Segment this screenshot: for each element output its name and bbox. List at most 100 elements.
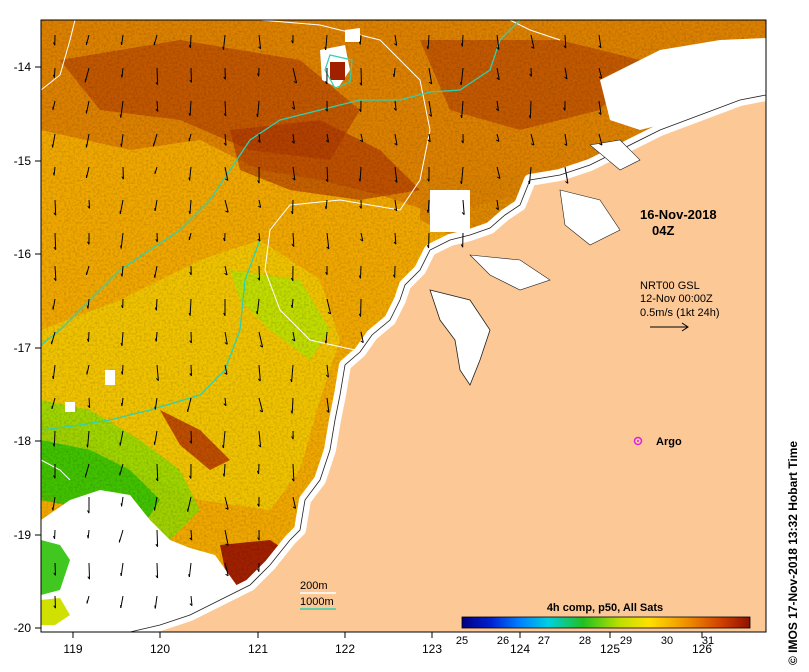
current-arrowhead <box>460 244 464 248</box>
date-label: 16-Nov-2018 <box>640 207 717 222</box>
current-arrowhead <box>426 244 430 249</box>
isobath-200m <box>259 20 431 351</box>
lon-tick-label: 122 <box>335 642 355 656</box>
current-arrow <box>54 265 57 281</box>
current-arrowhead <box>225 210 229 213</box>
current-arrowhead <box>189 340 192 344</box>
current-arrowhead <box>52 74 55 78</box>
lat-tick-label: -20 <box>14 621 32 635</box>
current-arrow <box>292 496 297 509</box>
current-arrowhead <box>358 41 361 45</box>
current-arrow <box>190 430 192 444</box>
current-arrow <box>326 133 329 143</box>
current-arrow <box>121 265 124 277</box>
current-arrow <box>156 364 159 381</box>
current-scale-label: 0.5m/s (1kt 24h) <box>640 307 719 319</box>
current-arrow <box>393 67 396 77</box>
current-arrow <box>54 199 57 216</box>
current-arrow <box>461 34 464 47</box>
argo-float-marker[interactable] <box>633 436 643 446</box>
current-arrowhead <box>359 82 362 86</box>
current-arrowhead <box>428 81 433 85</box>
isobath-200m-label: 200m <box>300 580 328 592</box>
current-arrowhead <box>291 140 295 144</box>
cloud-mask-southwest <box>41 490 270 632</box>
lon-tick-label: 121 <box>248 642 268 656</box>
time-label: 04Z <box>652 223 674 238</box>
cloud-speck-1 <box>105 370 115 385</box>
current-arrowhead <box>427 178 430 182</box>
current-arrow <box>189 166 192 181</box>
current-arrow <box>394 232 397 245</box>
current-arrowhead <box>154 605 156 609</box>
current-arrow <box>428 133 431 142</box>
current-arrowhead <box>426 46 429 50</box>
current-arrowhead <box>327 311 331 315</box>
lon-tick-label: 124 <box>510 642 530 656</box>
colorbar-tick: 26 <box>497 635 509 647</box>
lon-tick-label: 120 <box>150 642 170 656</box>
current-arrowhead <box>87 405 91 409</box>
sst-colorbar: 4h comp, p50, All Sats 25 26 27 28 29 30… <box>456 602 751 647</box>
current-arrowhead <box>291 436 294 440</box>
current-arrowhead <box>257 537 260 541</box>
current-arrowhead <box>225 573 229 577</box>
current-arrowhead <box>121 176 124 180</box>
current-arrow <box>119 430 124 446</box>
current-arrow <box>224 397 227 406</box>
current-arrow <box>360 133 364 142</box>
current-arrow <box>121 67 124 78</box>
current-arrow <box>156 67 159 85</box>
current-arrowhead <box>120 74 123 78</box>
current-arrow <box>462 199 465 215</box>
current-arrowhead <box>461 140 464 144</box>
lon-tick-label: 123 <box>422 642 442 656</box>
current-arrow <box>224 364 228 375</box>
lat-tick-label: -16 <box>14 247 32 261</box>
lime-fragment <box>41 598 70 625</box>
current-arrow <box>88 199 91 209</box>
current-arrow <box>326 397 330 413</box>
current-arrowhead <box>564 76 568 80</box>
current-arrow <box>52 496 56 511</box>
current-arrowhead <box>256 311 258 315</box>
current-arrowhead <box>52 172 55 176</box>
lon-tick-label: 126 <box>692 642 712 656</box>
current-arrow <box>530 133 535 146</box>
current-arrow <box>190 595 193 606</box>
current-arrow <box>53 67 56 78</box>
current-arrow <box>189 199 192 214</box>
current-arrow <box>598 133 603 146</box>
current-arrowhead <box>326 410 330 413</box>
current-arrow <box>292 232 295 247</box>
current-arrow <box>224 265 228 276</box>
current-arrowhead <box>565 181 569 184</box>
current-arrowhead <box>188 44 191 48</box>
current-arrow <box>394 34 398 46</box>
current-arrow <box>154 397 158 410</box>
current-arrow <box>564 133 568 146</box>
current-arrowhead <box>598 112 602 115</box>
current-arrowhead <box>292 338 296 342</box>
current-arrowhead <box>189 475 192 479</box>
imos-credit: © IMOS 17-Nov-2018 13:32 Hobart Time <box>786 441 800 665</box>
current-arrowhead <box>290 379 293 383</box>
current-arrowhead <box>598 45 602 49</box>
current-arrow <box>87 298 90 309</box>
current-arrowhead <box>120 342 123 347</box>
current-arrow <box>224 166 229 181</box>
current-arrowhead <box>564 143 568 146</box>
current-arrowhead <box>392 73 395 78</box>
current-arrow <box>188 562 192 578</box>
current-arrowhead <box>258 46 261 50</box>
current-arrow <box>121 331 124 346</box>
current-arrowhead <box>154 170 156 174</box>
current-arrow <box>292 100 296 110</box>
lat-tick-label: -17 <box>14 341 32 355</box>
current-arrowhead <box>528 180 530 184</box>
current-arrowhead <box>393 241 397 245</box>
current-arrowhead <box>291 243 295 247</box>
current-arrowhead <box>325 108 328 112</box>
current-arrow <box>598 34 602 48</box>
